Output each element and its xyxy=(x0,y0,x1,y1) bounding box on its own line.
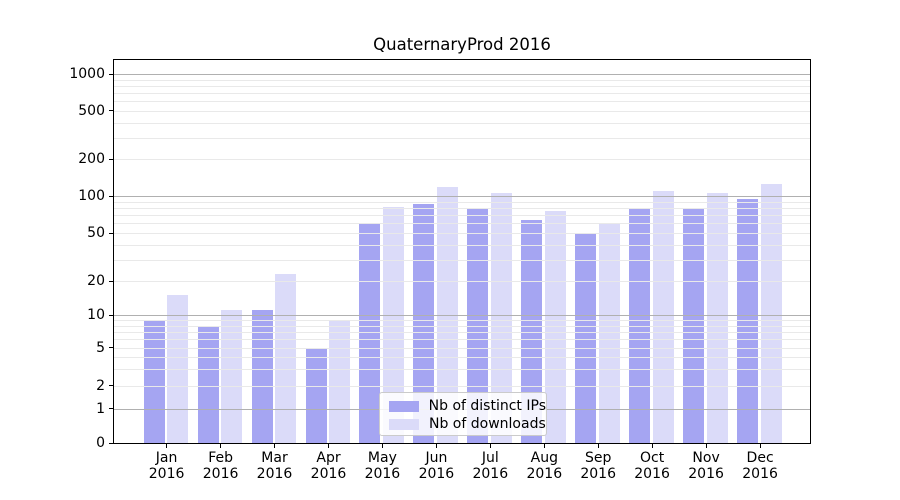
x-tick-mark xyxy=(705,444,707,448)
x-tick-label: Sep 2016 xyxy=(580,450,616,482)
gridline-minor xyxy=(114,122,810,124)
y-tick-label: 2 xyxy=(96,377,105,394)
x-tick-mark xyxy=(543,444,545,448)
bar-distinct-ips xyxy=(467,207,489,443)
bar-distinct-ips xyxy=(413,204,435,443)
bar-downloads xyxy=(490,192,512,443)
bar-distinct-ips xyxy=(305,347,327,443)
gridline-minor xyxy=(114,201,810,203)
bar-distinct-ips xyxy=(359,223,381,443)
gridline-minor xyxy=(114,385,810,387)
x-tick-mark xyxy=(381,444,383,448)
legend: Nb of distinct IPs Nb of downloads xyxy=(379,392,547,436)
gridline-minor xyxy=(114,347,810,349)
x-tick-label: Dec 2016 xyxy=(742,450,778,482)
x-tick-mark xyxy=(220,444,222,448)
x-tick-mark xyxy=(759,444,761,448)
bar-downloads xyxy=(598,223,620,443)
bars-layer xyxy=(114,60,810,443)
bar-distinct-ips xyxy=(575,233,597,443)
gridline-minor xyxy=(114,110,810,112)
x-tick-mark xyxy=(166,444,168,448)
bar-downloads xyxy=(544,211,566,443)
x-tick-label: Jun 2016 xyxy=(418,450,455,482)
legend-label-distinct-ips: Nb of distinct IPs xyxy=(428,398,546,414)
plot-area xyxy=(113,59,811,444)
y-tick-label: 20 xyxy=(87,273,105,289)
x-tick-mark xyxy=(651,444,653,448)
bar-distinct-ips xyxy=(251,310,273,443)
x-tick-mark xyxy=(597,444,599,448)
y-tick-label: 500 xyxy=(78,102,105,119)
gridline-minor xyxy=(114,331,810,333)
x-tick-label: May 2016 xyxy=(364,450,401,482)
x-tick-mark xyxy=(274,444,275,448)
gridline-minor xyxy=(114,159,810,161)
gridline-major xyxy=(114,196,810,197)
gridline-minor xyxy=(114,79,810,81)
gridline-minor xyxy=(114,368,810,370)
chart-title: QuaternaryProd 2016 xyxy=(373,35,551,54)
bar-downloads xyxy=(706,192,728,443)
legend-swatch-distinct-ips-icon xyxy=(389,400,419,412)
gridline-minor xyxy=(114,207,810,209)
legend-label-downloads: Nb of downloads xyxy=(429,416,546,432)
bar-downloads xyxy=(760,183,782,443)
gridline-minor xyxy=(114,281,810,282)
gridline-minor xyxy=(114,223,810,225)
legend-item-distinct-ips: Nb of distinct IPs xyxy=(389,397,546,415)
gridline-minor xyxy=(114,215,810,216)
bar-downloads xyxy=(329,319,350,443)
y-tick-label: 10 xyxy=(87,307,105,323)
y-tick-label: 1 xyxy=(96,400,105,417)
bar-downloads xyxy=(652,191,674,443)
gridline-minor xyxy=(114,137,810,139)
x-tick-label: Feb 2016 xyxy=(202,450,239,482)
x-tick-label: Mar 2016 xyxy=(256,450,293,482)
x-tick-label: Aug 2016 xyxy=(526,450,563,482)
gridline-minor xyxy=(114,233,810,234)
bar-downloads xyxy=(382,207,404,443)
y-tick-label: 0 xyxy=(96,435,105,451)
bar-downloads xyxy=(275,273,296,443)
bar-distinct-ips xyxy=(143,319,165,443)
gridline-minor xyxy=(114,339,810,340)
bar-distinct-ips xyxy=(197,325,219,443)
y-tick-label: 5 xyxy=(96,339,105,356)
gridline-minor xyxy=(114,356,810,358)
y-tick-label: 50 xyxy=(87,225,105,241)
gridline-major xyxy=(114,315,810,316)
gridline-minor xyxy=(114,244,810,246)
x-tick-label: Oct 2016 xyxy=(634,450,670,482)
gridline-minor xyxy=(114,259,810,261)
x-tick-label: Nov 2016 xyxy=(688,450,724,482)
gridline-major xyxy=(114,74,810,76)
gridline-minor xyxy=(114,325,810,327)
legend-swatch-downloads-icon xyxy=(389,418,419,430)
x-tick-label: Jan 2016 xyxy=(148,450,185,482)
gridline-minor xyxy=(114,101,810,103)
bar-downloads xyxy=(221,310,243,443)
grid-layer xyxy=(114,60,810,443)
y-tick-label: 1000 xyxy=(69,66,105,83)
gridline-minor xyxy=(114,319,810,321)
y-tick-label: 200 xyxy=(78,151,105,168)
bar-distinct-ips xyxy=(521,219,543,443)
x-tick-mark xyxy=(435,444,437,448)
x-tick-label: Jul 2016 xyxy=(472,450,509,482)
x-tick-label: Apr 2016 xyxy=(310,450,347,482)
x-tick-mark xyxy=(489,444,491,448)
x-tick-mark xyxy=(328,444,329,448)
gridline-minor xyxy=(114,93,810,94)
gridline-minor xyxy=(114,85,810,87)
legend-item-downloads: Nb of downloads xyxy=(389,415,546,433)
y-tick-label: 100 xyxy=(78,188,105,204)
